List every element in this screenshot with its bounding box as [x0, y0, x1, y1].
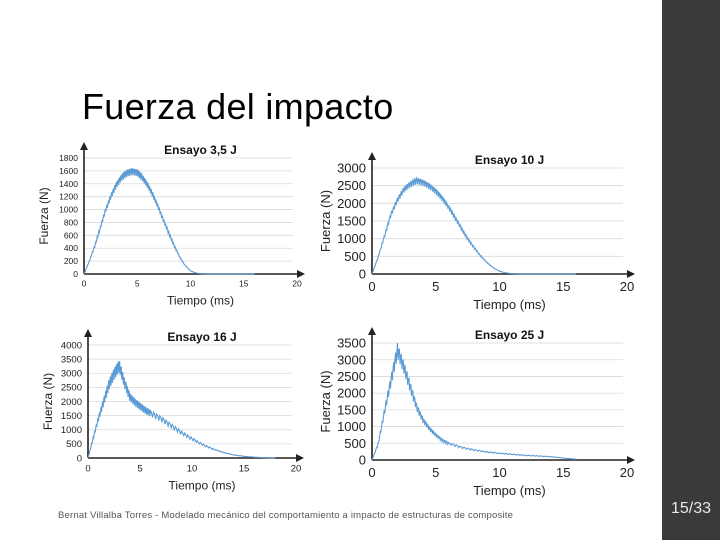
y-axis-label: Fuerza (N): [37, 187, 51, 244]
y-axis-arrow: [80, 142, 88, 150]
y-tick-label: 3500: [337, 336, 366, 351]
y-tick-label: 0: [359, 453, 366, 468]
x-tick-label: 20: [620, 465, 634, 480]
y-tick-label: 2500: [61, 383, 82, 394]
y-tick-label: 2500: [337, 178, 366, 193]
x-tick-label: 20: [291, 464, 302, 475]
x-axis-label: Tiempo (ms): [167, 294, 234, 308]
y-tick-label: 1500: [337, 402, 366, 417]
y-tick-label: 2000: [337, 196, 366, 211]
y-axis-label: Fuerza (N): [41, 373, 55, 430]
chart-1: 0 200 400 600 800 1000 1200 1400 1600 1800 0 5 10 15 2…: [37, 142, 305, 308]
x-tick-label: 5: [432, 279, 439, 294]
x-tick-label: 0: [368, 465, 375, 480]
chart-title: Ensayo 10 J: [475, 153, 544, 167]
y-tick-label: 1600: [59, 166, 78, 176]
x-tick-label: 0: [82, 279, 87, 289]
x-axis-arrow: [297, 270, 305, 278]
y-tick-label: 3000: [337, 161, 366, 176]
y-tick-label: 200: [64, 256, 78, 266]
slide-footer: Bernat Villalba Torres - Modelado mecáni…: [58, 510, 514, 521]
x-tick-label: 0: [85, 464, 90, 475]
y-tick-label: 1000: [59, 205, 78, 215]
series-line: [83, 168, 255, 275]
x-tick-label: 10: [187, 464, 198, 475]
y-tick-label: 1000: [337, 419, 366, 434]
x-axis-label: Tiempo (ms): [473, 483, 545, 498]
x-tick-label: 20: [292, 279, 302, 289]
y-tick-label: 1200: [59, 192, 78, 202]
y-tick-label: 500: [66, 439, 82, 450]
y-tick-label: 1800: [59, 153, 78, 163]
y-tick-label: 2500: [337, 369, 366, 384]
y-tick-label: 1400: [59, 179, 78, 189]
chart-title: Ensayo 16 J: [167, 330, 236, 344]
y-tick-label: 0: [359, 267, 366, 282]
y-tick-label: 1000: [337, 231, 366, 246]
y-tick-label: 1500: [337, 214, 366, 229]
y-tick-label: 500: [344, 249, 366, 264]
x-tick-label: 15: [239, 464, 250, 475]
x-tick-label: 15: [556, 279, 570, 294]
x-axis-arrow: [627, 270, 635, 278]
x-axis-arrow: [627, 456, 635, 464]
y-tick-label: 0: [73, 269, 78, 279]
x-tick-label: 10: [186, 279, 196, 289]
x-tick-label: 10: [492, 465, 506, 480]
y-axis-arrow: [368, 327, 376, 335]
y-axis-arrow: [84, 329, 92, 337]
y-tick-label: 800: [64, 217, 78, 227]
y-tick-label: 500: [344, 436, 366, 451]
page-number: 15/33: [670, 500, 712, 517]
series-line: [371, 176, 576, 275]
y-tick-label: 3500: [61, 354, 82, 365]
series-line: [371, 343, 577, 461]
series-line: [87, 360, 276, 459]
x-tick-label: 5: [137, 464, 142, 475]
x-axis-label: Tiempo (ms): [169, 479, 236, 493]
y-tick-label: 3000: [337, 352, 366, 367]
y-tick-label: 600: [64, 230, 78, 240]
x-tick-label: 15: [239, 279, 249, 289]
x-tick-label: 15: [556, 465, 570, 480]
y-tick-label: 0: [77, 453, 82, 464]
y-tick-label: 400: [64, 243, 78, 253]
x-tick-label: 5: [135, 279, 140, 289]
x-axis-label: Tiempo (ms): [473, 297, 545, 312]
right-sidebar: [662, 0, 720, 540]
chart-title: Ensayo 25 J: [475, 328, 544, 342]
chart-3: 0 500 1000 1500 2000 2500 3000 3500 4000 0 5 10 15 20…: [41, 329, 304, 493]
y-tick-label: 2000: [337, 386, 366, 401]
x-tick-label: 5: [432, 465, 439, 480]
x-tick-label: 10: [492, 279, 506, 294]
y-axis-arrow: [368, 152, 376, 160]
chart-title: Ensayo 3,5 J: [164, 143, 237, 157]
y-axis-label: Fuerza (N): [318, 370, 333, 432]
y-axis-label: Fuerza (N): [318, 190, 333, 252]
y-tick-label: 1500: [61, 411, 82, 422]
y-tick-label: 4000: [61, 340, 82, 351]
y-tick-label: 2000: [61, 397, 82, 408]
x-tick-label: 20: [620, 279, 634, 294]
x-axis-arrow: [296, 454, 304, 462]
x-tick-label: 0: [368, 279, 375, 294]
slide-title: Fuerza del impacto: [82, 86, 394, 127]
y-tick-label: 1000: [61, 425, 82, 436]
y-tick-label: 3000: [61, 369, 82, 380]
